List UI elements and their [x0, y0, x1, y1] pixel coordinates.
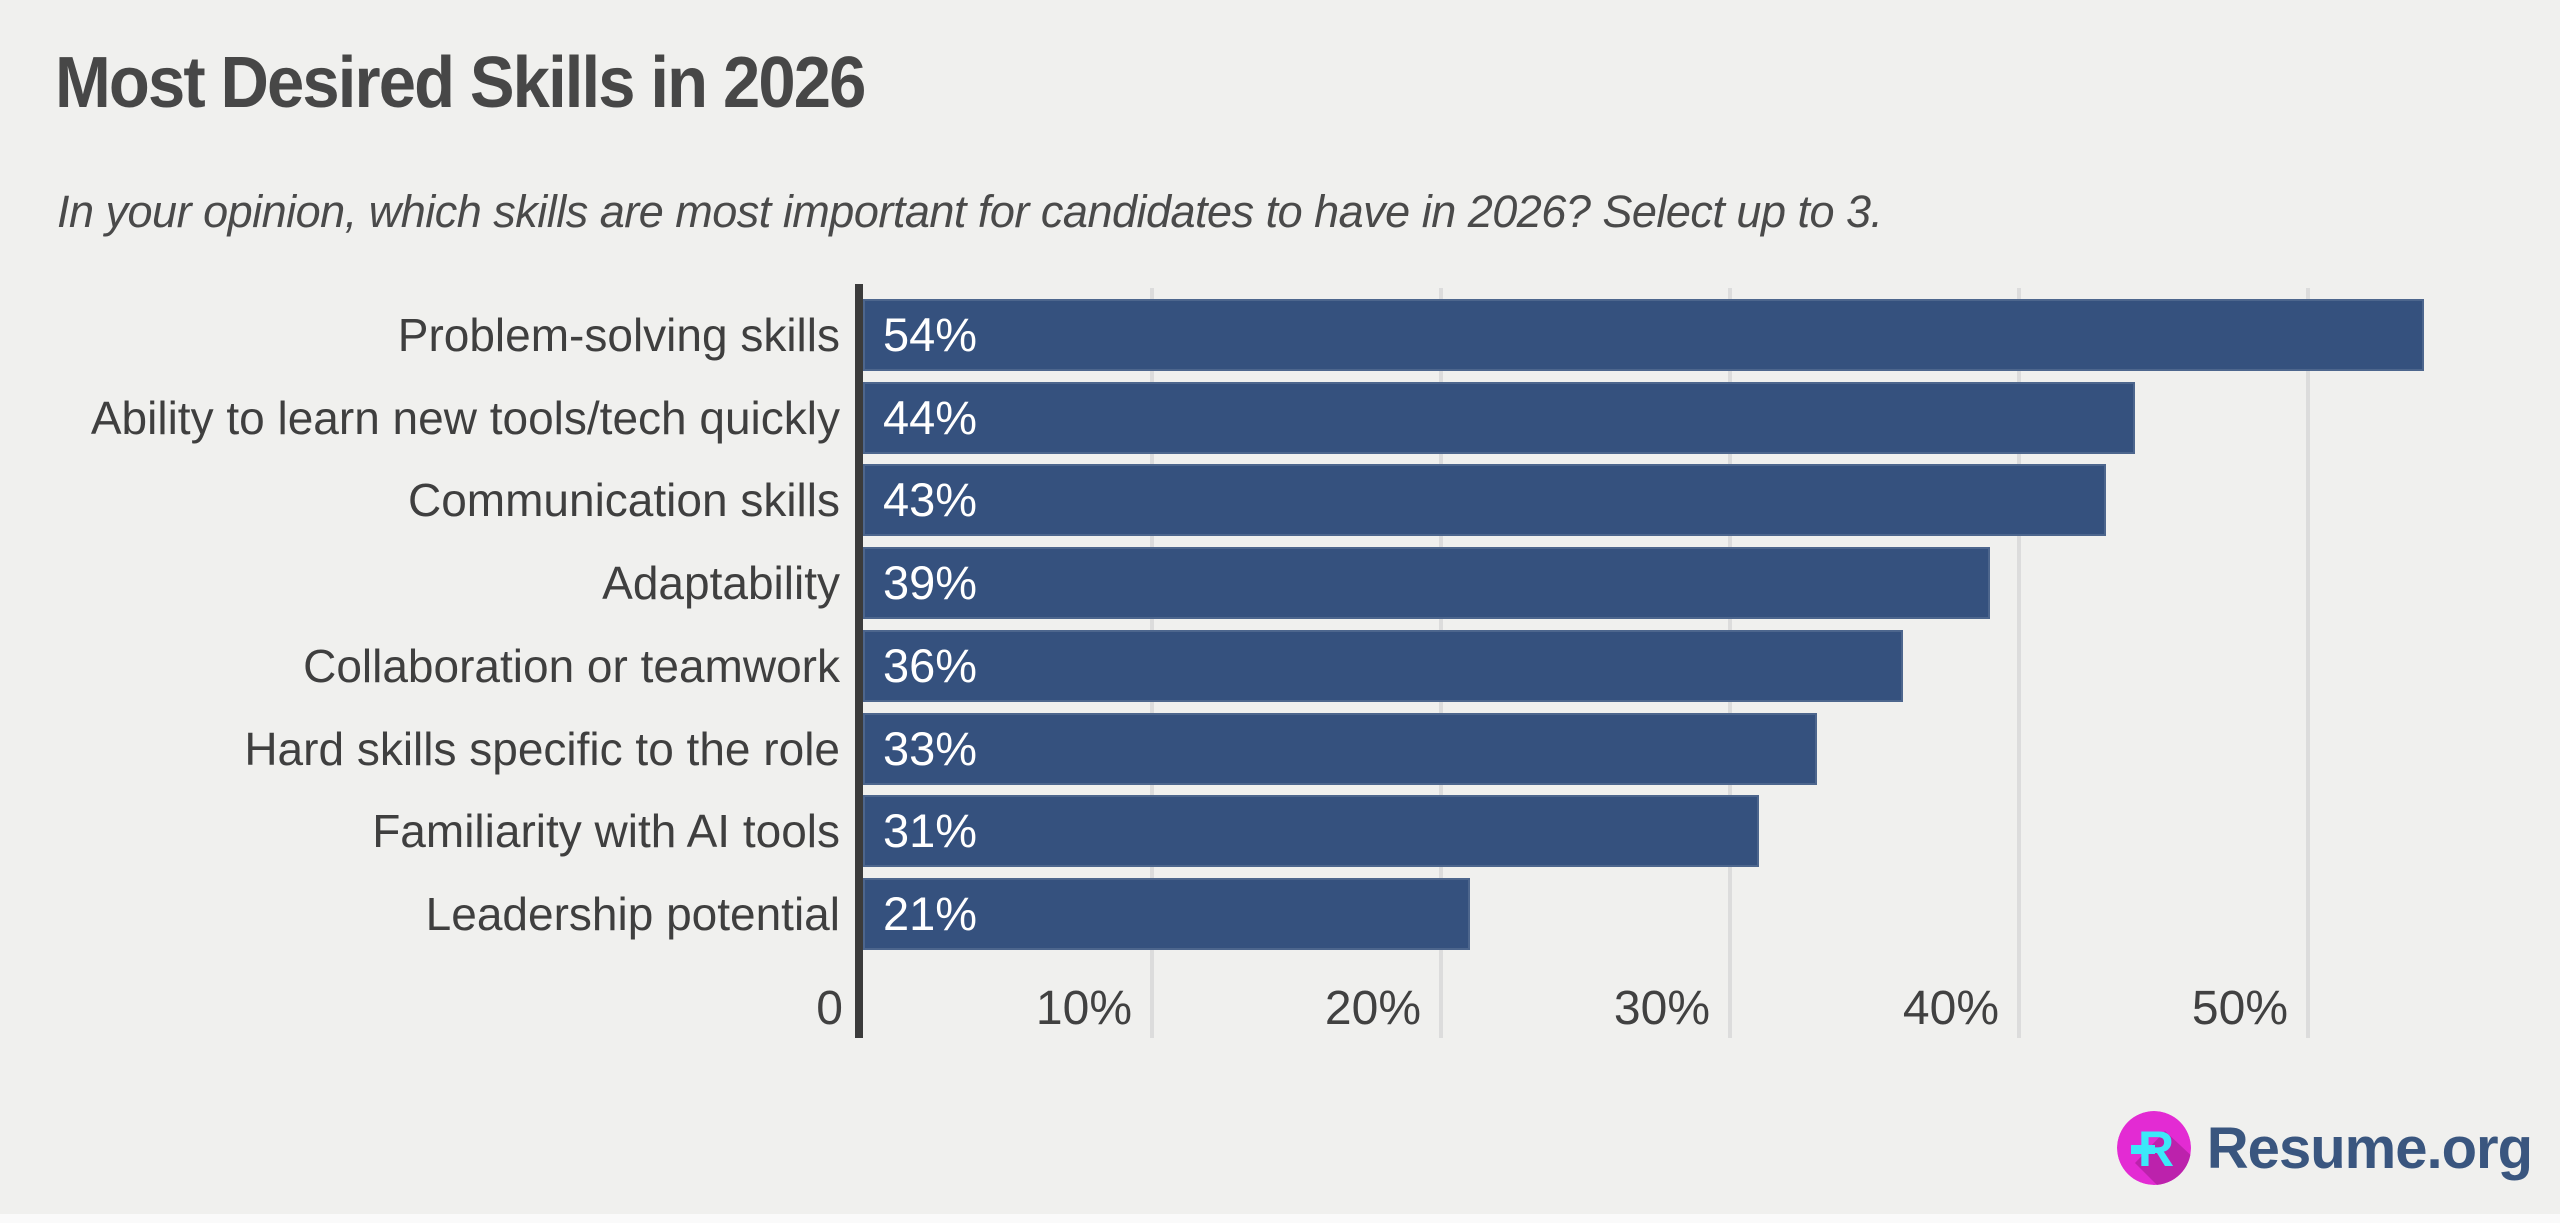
chart-title: Most Desired Skills in 2026: [55, 43, 866, 123]
value-label: 54%: [883, 308, 978, 361]
value-label: 21%: [883, 887, 978, 940]
x-tick-label: 30%: [1613, 982, 1710, 1035]
category-label: Ability to learn new tools/tech quickly: [90, 392, 840, 444]
svg-text:R: R: [2138, 1121, 2174, 1177]
bottom-strip: [0, 1214, 2560, 1223]
x-tick-label: 10%: [1035, 982, 1132, 1035]
bar: 43%: [863, 464, 2106, 536]
gridline-50: [2306, 288, 2310, 1038]
bar: 54%: [863, 299, 2424, 371]
x-tick-label: 20%: [1324, 982, 1421, 1035]
bar: 36%: [863, 630, 1903, 702]
value-label: 36%: [883, 639, 978, 692]
category-label: Familiarity with AI tools: [372, 805, 840, 857]
bar: 33%: [863, 713, 1817, 785]
resume-org-logo: R Resume.org: [2116, 1106, 2533, 1190]
x-tick-label: 50%: [2191, 982, 2288, 1035]
bar: 21%: [863, 878, 1470, 950]
bar: 39%: [863, 547, 1990, 619]
gridline-40: [2017, 288, 2021, 1038]
category-label: Hard skills specific to the role: [244, 723, 840, 775]
y-axis-line: [855, 284, 863, 1038]
value-label: 33%: [883, 722, 978, 775]
x-tick-label: 40%: [1902, 982, 1999, 1035]
value-label: 39%: [883, 556, 978, 609]
bar: 44%: [863, 382, 2135, 454]
category-label: Collaboration or teamwork: [303, 640, 840, 692]
logo-text: Resume.org: [2206, 1115, 2533, 1181]
category-label: Communication skills: [407, 474, 840, 526]
x-tick-label: 0: [816, 982, 843, 1035]
value-label: 43%: [883, 473, 978, 526]
value-label: 31%: [883, 804, 978, 857]
bar: 31%: [863, 795, 1759, 867]
category-label: Leadership potential: [425, 888, 840, 940]
resume-r-icon: R: [2116, 1111, 2191, 1185]
value-label: 44%: [883, 391, 978, 444]
category-label: Problem-solving skills: [397, 309, 840, 361]
category-label: Adaptability: [602, 557, 840, 609]
chart-subtitle: In your opinion, which skills are most i…: [57, 186, 1883, 237]
